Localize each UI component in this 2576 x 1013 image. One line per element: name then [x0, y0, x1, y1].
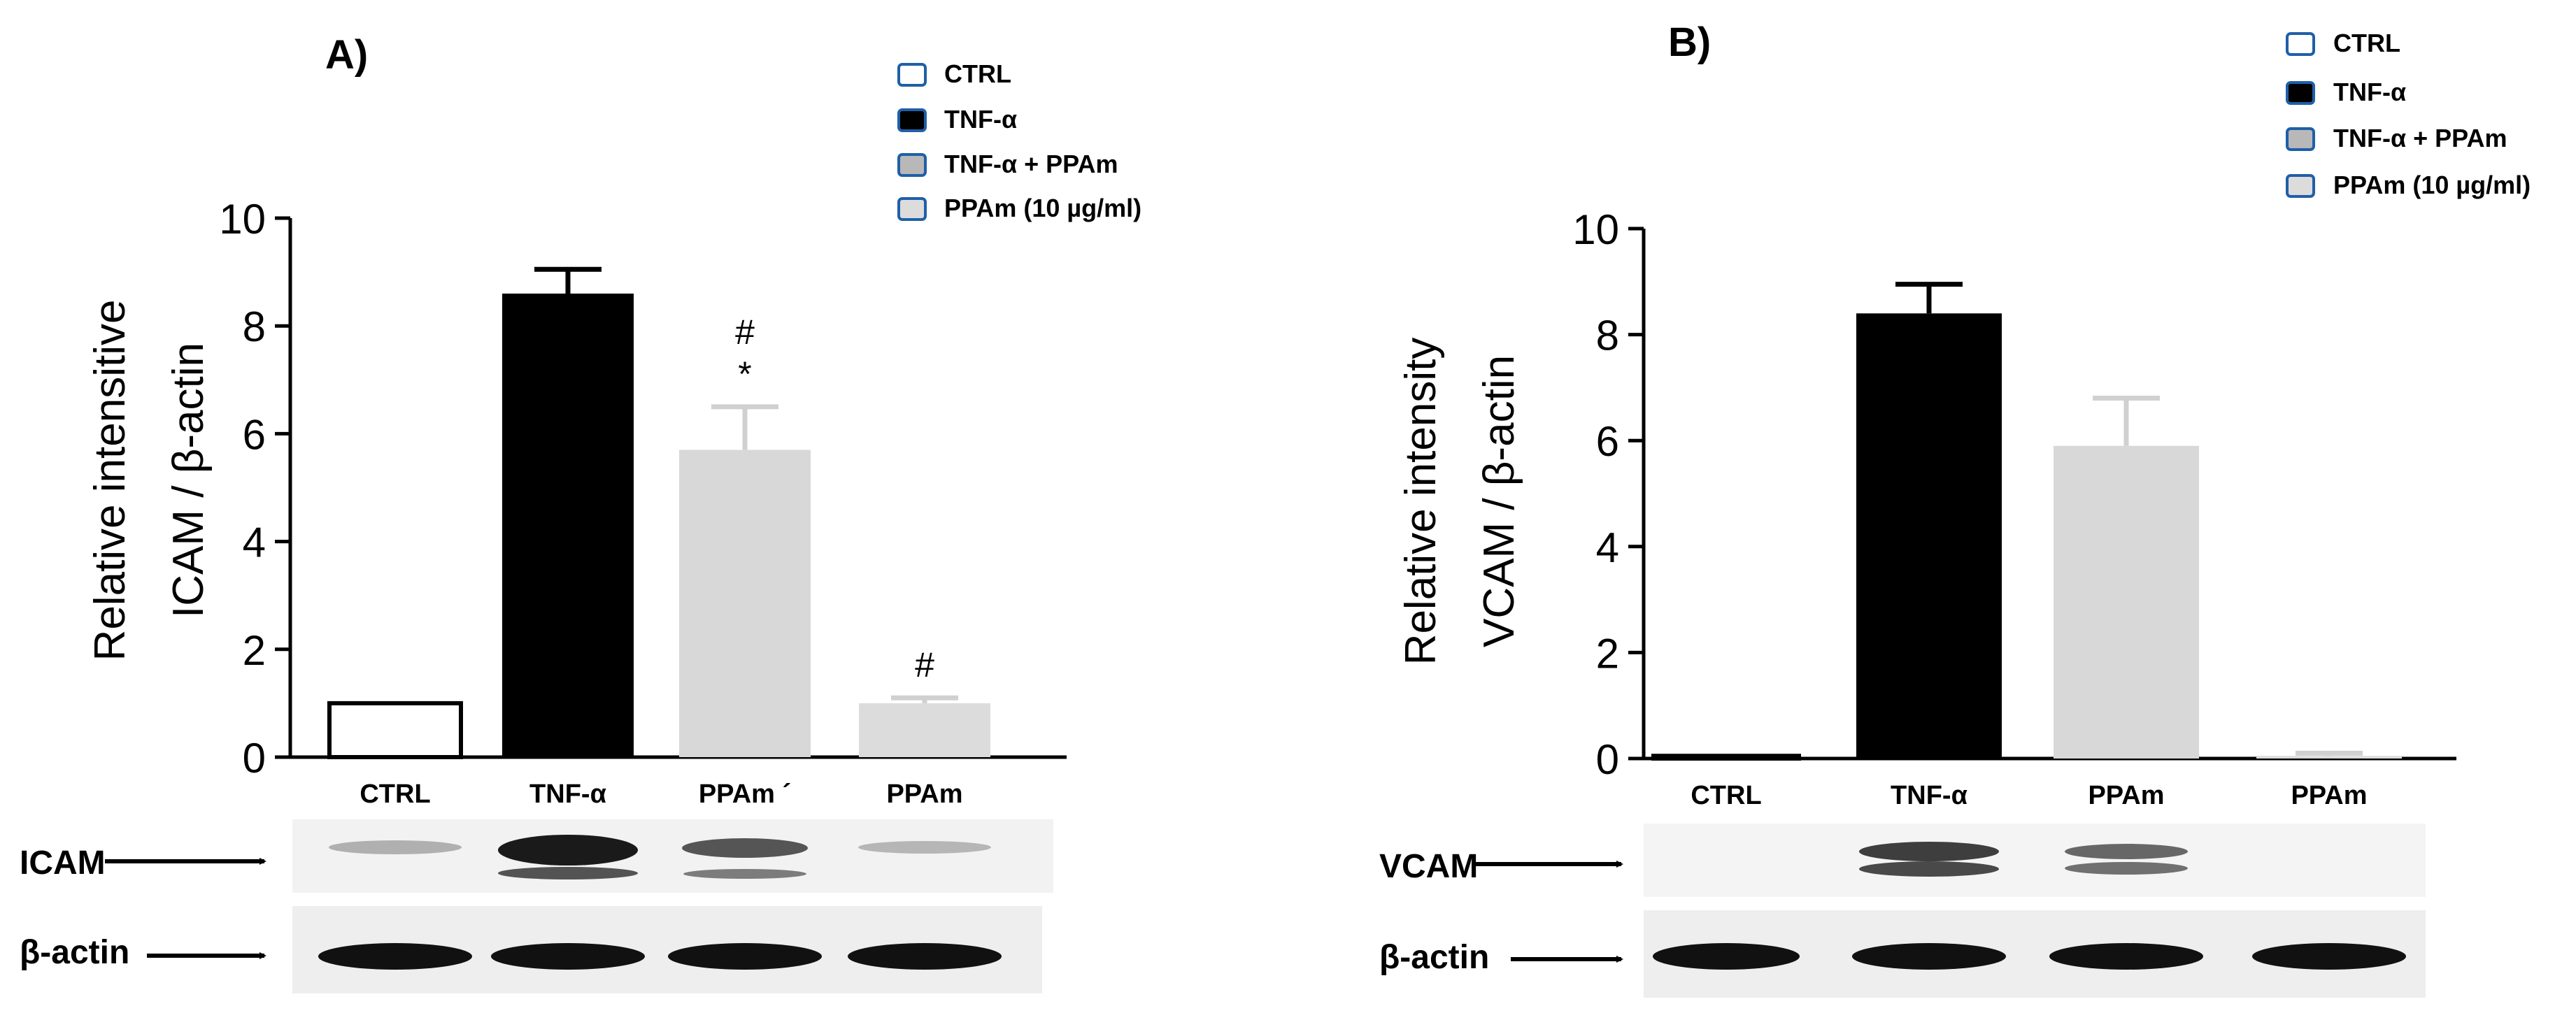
blot-a-control-band-1: [318, 943, 472, 970]
chart-a-category-label: PPAm: [886, 779, 962, 809]
chart-b-category-label: CTRL: [1691, 781, 1761, 810]
blot-a-target-band-2: [498, 835, 638, 865]
panel-a-blots: ICAM β-actin: [20, 819, 1053, 993]
panel-a: A) CTRL TNF-α TNF-α + PPAm PPAm (10 µg/m…: [20, 32, 1141, 993]
blot-b-control-band-4: [2252, 943, 2406, 970]
blot-b-target-band-2: [1859, 842, 1999, 861]
legend-label-tnf: TNF-α: [944, 105, 1017, 134]
blot-a-target-band-2b: [498, 867, 638, 879]
chart-b-ytick-label: 2: [1596, 630, 1619, 677]
chart-a-category-label: TNF-α: [529, 779, 606, 809]
panel-b: B) CTRL TNF-α TNF-α + PPAm PPAm (10 µg/m…: [1379, 20, 2531, 998]
chart-b-ytick-label: 0: [1596, 736, 1619, 783]
blot-a-target-band-3: [682, 838, 808, 858]
panel-b-label: B): [1668, 20, 1711, 65]
blot-b-control-band-1: [1653, 943, 1800, 970]
legend-swatch-ctrl: [897, 63, 927, 87]
legend-swatch-ppam: [897, 197, 927, 221]
blot-a-target-band-4: [858, 841, 991, 854]
chart-b-ylabel-line1: Relative intensity: [1397, 338, 1445, 666]
chart-a-ylabel-line1: Relative intensitive: [86, 300, 134, 661]
chart-a-ytick-label: 10: [219, 196, 266, 243]
chart-b-plot: 0 2 4 6 8 10 CTRL TNF-α PPAm PPAm: [1572, 206, 2456, 810]
chart-a-ytick-label: 4: [243, 519, 266, 566]
blot-a-control-band-4: [848, 943, 1002, 970]
chart-a-annotation: #: [915, 645, 934, 684]
chart-a-annotation: *: [738, 354, 751, 394]
chart-a-bar: [859, 703, 990, 757]
blot-a-target-band-1: [329, 840, 462, 854]
chart-b-category-label: TNF-α: [1891, 781, 1967, 810]
legend-label-ctrl: CTRL: [944, 59, 1011, 88]
chart-b-ytick-label: 4: [1596, 524, 1619, 571]
blot-b-target-band-3b: [2065, 862, 2188, 875]
chart-a-annotation: #: [735, 312, 755, 352]
chart-a-ylabel-line2: ICAM / β-actin: [164, 343, 213, 618]
panel-b-blots: VCAM β-actin: [1379, 824, 2426, 998]
blot-b-control-band-2: [1852, 943, 2006, 970]
chart-a-bar: [502, 293, 634, 757]
blot-b-target-strip: [1644, 824, 2426, 897]
legend-swatch-tnf-ppam: [897, 153, 927, 177]
chart-b-category-label: PPAm: [2291, 781, 2367, 810]
blot-b-target-band-2b: [1859, 861, 1999, 877]
chart-a-ytick-label: 6: [243, 411, 266, 458]
legend-b-swatch-ppam: [2286, 174, 2315, 198]
blot-a-control-band-2: [491, 943, 645, 970]
legend-b-swatch-tnf-ppam: [2286, 127, 2315, 151]
panel-a-legend: CTRL TNF-α TNF-α + PPAm PPAm (10 µg/ml): [897, 59, 1141, 222]
chart-b-bar: [1651, 754, 1801, 761]
legend-label-ppam: PPAm (10 µg/ml): [944, 194, 1141, 222]
blot-a-target-label: ICAM: [20, 845, 106, 882]
panel-b-legend: CTRL TNF-α TNF-α + PPAm PPAm (10 µg/ml): [2286, 29, 2531, 199]
chart-b-ytick-label: 8: [1596, 312, 1619, 359]
chart-a-ytick-label: 8: [243, 303, 266, 350]
blot-a-control-label: β-actin: [20, 934, 129, 971]
chart-a-ytick-label: 0: [243, 735, 266, 782]
blot-b-target-band-3: [2065, 844, 2188, 859]
legend-b-swatch-ctrl: [2286, 32, 2315, 56]
chart-b-category-label: PPAm: [2088, 781, 2164, 810]
blot-a-target-band-3b: [683, 869, 806, 879]
legend-b-label-tnf: TNF-α: [2333, 78, 2406, 106]
chart-a-category-label: CTRL: [360, 779, 430, 809]
chart-b-ytick-label: 6: [1596, 418, 1619, 465]
blot-a-control-band-3: [668, 943, 822, 970]
blot-b-control-label: β-actin: [1379, 939, 1489, 976]
blot-b-control-band-3: [2049, 943, 2203, 970]
chart-b-bar: [1856, 313, 2002, 759]
legend-label-tnf-ppam: TNF-α + PPAm: [944, 150, 1118, 178]
chart-a-category-label: PPAm ´: [699, 779, 791, 809]
legend-b-label-ctrl: CTRL: [2333, 29, 2400, 57]
legend-b-label-tnf-ppam: TNF-α + PPAm: [2333, 124, 2507, 152]
chart-a-ytick-label: 2: [243, 627, 266, 674]
legend-b-swatch-tnf: [2286, 81, 2315, 105]
blot-b-target-label: VCAM: [1379, 848, 1478, 885]
chart-b-bar: [2256, 756, 2402, 759]
chart-b-ylabel-line2: VCAM / β-actin: [1475, 355, 1523, 647]
legend-b-label-ppam: PPAm (10 µg/ml): [2333, 171, 2531, 199]
blot-a-target-strip: [292, 819, 1053, 893]
chart-a-bar: [679, 450, 811, 757]
chart-b-bar: [2054, 445, 2199, 759]
chart-b-ytick-label: 10: [1572, 206, 1619, 253]
legend-swatch-tnf: [897, 108, 927, 132]
panel-a-label: A): [325, 32, 368, 78]
chart-a-bar: [327, 701, 463, 760]
